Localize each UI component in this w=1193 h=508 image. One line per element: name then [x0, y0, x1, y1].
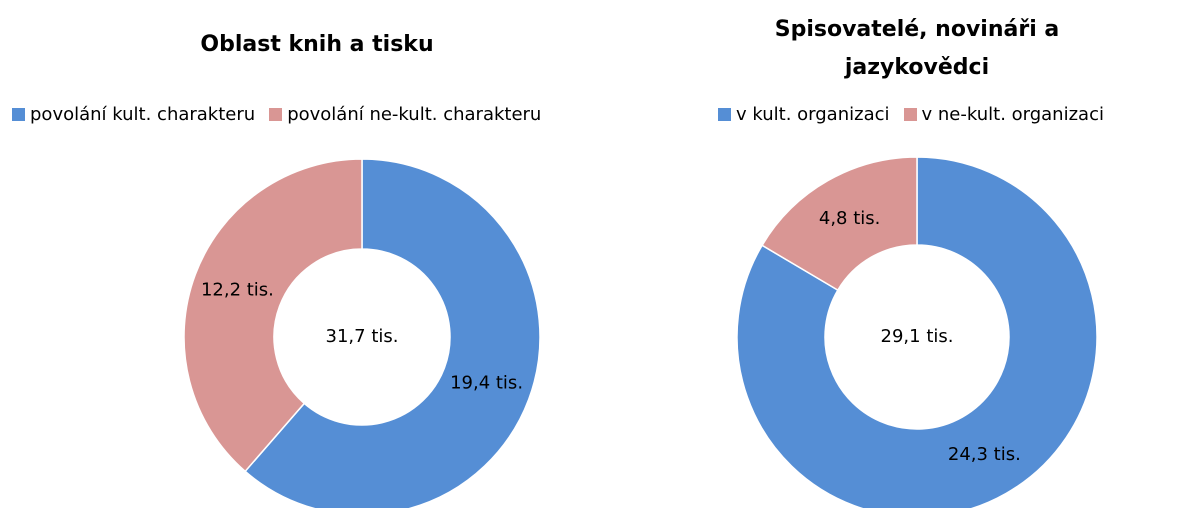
legend-item: povolání ne-kult. charakteru	[269, 104, 541, 125]
legend: v kult. organizaci v ne-kult. organizaci	[718, 104, 1104, 125]
donut-segment	[761, 156, 918, 292]
legend-item: v ne-kult. organizaci	[903, 104, 1104, 125]
legend-swatch	[12, 108, 25, 121]
center-label: 31,7 tis.	[326, 326, 399, 347]
data-label: 12,2 tis.	[201, 279, 274, 300]
legend-item: povolání kult. charakteru	[12, 104, 255, 125]
legend-swatch	[269, 108, 283, 121]
data-label: 19,4 tis.	[450, 373, 523, 394]
legend-label: v ne-kult. organizaci	[921, 104, 1104, 125]
legend-item: v kult. organizaci	[718, 104, 890, 125]
donut-segment	[183, 158, 363, 473]
chart-title: Spisovatelé, novináři a jazykovědci	[774, 17, 1060, 80]
legend-label: povolání ne-kult. charakteru	[287, 104, 542, 125]
chart-title: Oblast knih a tisku	[200, 32, 434, 57]
donut-segment	[736, 156, 1098, 508]
legend-label: povolání kult. charakteru	[30, 104, 256, 125]
legend-swatch	[903, 108, 917, 121]
data-label: 4,8 tis.	[819, 208, 881, 229]
donut-segment	[244, 158, 541, 508]
center-label: 29,1 tis.	[881, 326, 954, 347]
legend: povolání kult. charakteru povolání ne-kul…	[12, 104, 541, 125]
legend-swatch	[718, 108, 731, 121]
legend-label: v kult. organizaci	[736, 104, 890, 125]
data-label: 24,3 tis.	[948, 444, 1021, 465]
